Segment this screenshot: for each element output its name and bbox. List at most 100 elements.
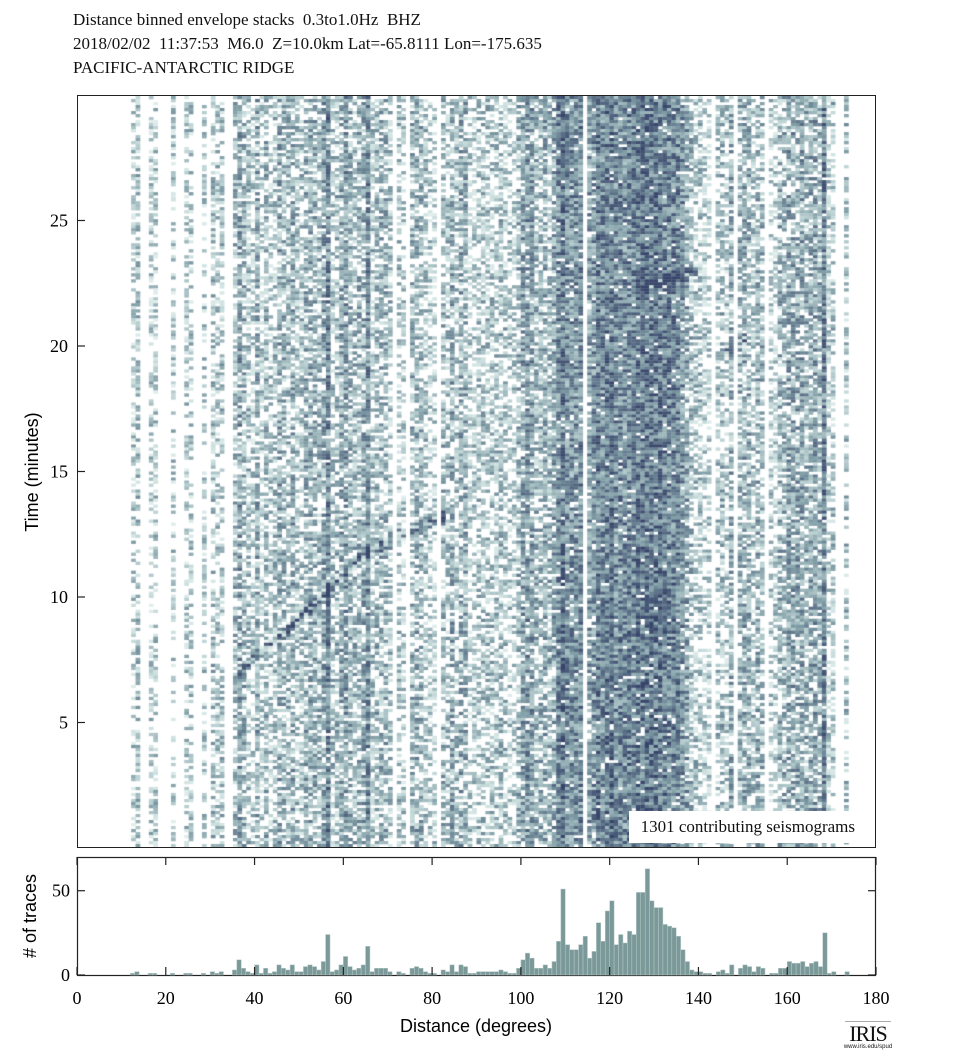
histogram-bar — [134, 971, 140, 976]
histogram-bar — [786, 961, 792, 976]
histogram-bar — [498, 969, 504, 976]
histogram-bar — [826, 973, 832, 976]
histogram-bar — [627, 930, 633, 976]
histogram-bar — [813, 961, 819, 976]
histogram-bar — [795, 962, 801, 976]
histogram-bar — [573, 949, 579, 976]
histogram-bar — [356, 968, 362, 976]
histogram-bar — [702, 973, 708, 976]
histogram-bar — [267, 973, 273, 976]
histogram-bar — [600, 941, 606, 976]
histogram-bar — [258, 973, 264, 976]
histogram-bar — [804, 966, 810, 976]
histogram-bar — [312, 966, 317, 976]
histogram-bar — [365, 946, 371, 976]
histogram-bar — [636, 892, 641, 976]
histogram-bar — [489, 971, 495, 976]
histogram-bar — [511, 973, 517, 976]
chart-title: Distance binned envelope stacks 0.3to1.0… — [73, 10, 421, 29]
histogram-bar — [378, 968, 384, 976]
event-info: 2018/02/02 11:37:53 M6.0 Z=10.0km Lat=-6… — [73, 34, 542, 53]
histogram-bar — [671, 927, 677, 976]
x-tick-label: 120 — [596, 988, 623, 1008]
histogram-bar — [698, 971, 704, 976]
x-tick-label: 60 — [334, 988, 352, 1008]
histogram-bar — [667, 925, 673, 976]
histogram-bar — [844, 971, 850, 976]
histogram-bar — [494, 971, 499, 976]
histogram-bar — [538, 968, 544, 976]
histogram-bar — [298, 971, 304, 976]
histogram-bar — [329, 971, 335, 976]
x-tick-label: 40 — [246, 988, 264, 1008]
histogram-bar — [289, 964, 295, 976]
histogram-bar — [818, 966, 823, 976]
histogram-bar — [587, 957, 593, 976]
hist-y-tick-label: 50 — [52, 881, 70, 901]
histogram-bar — [751, 971, 757, 976]
histogram-axes: 0 20 40 60 80 100 120 140 160 180 0 50 — [52, 857, 890, 1008]
histogram-bar — [662, 924, 668, 976]
x-tick-label: 160 — [774, 988, 801, 1008]
histogram-bar — [236, 959, 242, 976]
histogram-bar — [516, 968, 522, 976]
histogram-bar — [263, 968, 269, 976]
histogram-bar — [569, 949, 575, 976]
histogram-bar — [130, 973, 135, 976]
histogram-bar — [729, 964, 735, 976]
histogram-bar — [822, 932, 828, 976]
histogram-bar — [542, 964, 548, 976]
histogram-bar — [214, 973, 220, 976]
histogram-bar — [556, 941, 562, 976]
histogram-bar — [591, 951, 597, 976]
histogram-bar — [680, 949, 686, 976]
histogram-bar — [742, 964, 748, 976]
histogram-bar — [422, 971, 428, 976]
x-axis-label: Distance (degrees) — [400, 1016, 552, 1036]
histogram-bar — [276, 964, 282, 976]
x-tick-label: 20 — [157, 988, 175, 1008]
histogram-bar — [245, 971, 251, 976]
envelope-heatmap-plot: 1301 contributing seismograms — [77, 95, 876, 848]
histogram-bar — [325, 934, 331, 976]
histogram-bar — [604, 910, 610, 976]
histogram-bar — [445, 971, 451, 976]
y-tick-label: 20 — [50, 336, 68, 356]
region-name: PACIFIC-ANTARCTIC RIDGE — [73, 58, 295, 77]
histogram-y-axis-label: # of traces — [20, 874, 40, 958]
x-tick-label: 180 — [863, 988, 890, 1008]
histogram-bar — [316, 969, 322, 976]
histogram-bar — [551, 961, 557, 976]
x-tick-label: 0 — [73, 988, 82, 1008]
histogram-bar — [458, 964, 464, 976]
y-tick-label: 10 — [50, 587, 68, 607]
histogram-bar — [347, 966, 353, 976]
seismogram-count-label: 1301 contributing seismograms — [628, 811, 867, 843]
histogram-bar — [480, 971, 486, 976]
histogram-bar — [387, 971, 393, 976]
histogram-bar — [582, 935, 588, 976]
histogram-bar — [724, 973, 730, 976]
histogram-bar — [644, 868, 650, 976]
iris-logo-text: IRIS — [849, 1021, 888, 1046]
histogram-bar — [693, 971, 699, 976]
histogram-bar — [209, 971, 215, 976]
histogram-bar — [418, 968, 424, 976]
heatmap-y-axis-label: Time (minutes) — [22, 412, 42, 531]
histogram-bar — [254, 964, 260, 976]
histogram-bar — [374, 968, 380, 976]
histogram-bar — [773, 973, 779, 976]
histogram-bar — [533, 968, 539, 976]
y-tick-label: 5 — [59, 713, 68, 733]
histogram-bar — [715, 971, 721, 976]
histogram-bar — [187, 973, 193, 976]
histogram-bar — [502, 971, 508, 976]
histogram-bar — [449, 964, 455, 976]
iris-logo: IRIS www.iris.edu/spud — [835, 1015, 901, 1051]
histogram-bar — [280, 968, 286, 976]
histogram-bar — [720, 969, 726, 976]
histogram-bar — [831, 971, 837, 976]
histogram-bar — [738, 968, 744, 976]
histogram-bar — [578, 944, 584, 976]
histogram-bar — [560, 888, 566, 976]
